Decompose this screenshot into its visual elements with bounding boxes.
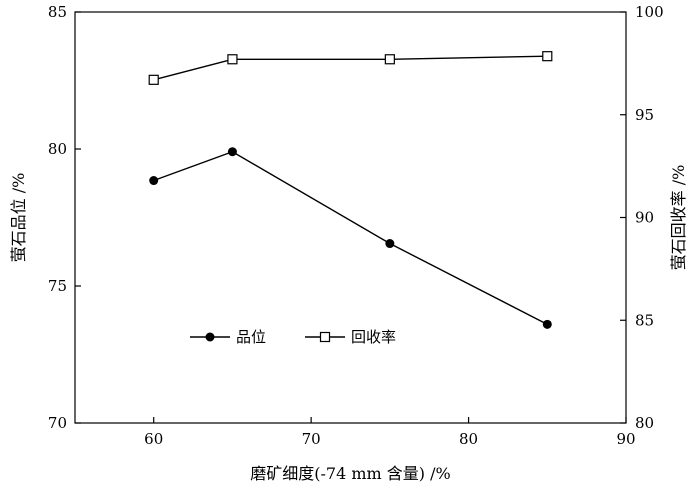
y-left-tick-label: 80 bbox=[48, 140, 67, 158]
legend-label-2: 回收率 bbox=[351, 328, 396, 346]
data-point-1 bbox=[385, 239, 395, 249]
series-layer bbox=[148, 51, 553, 329]
y-right-tick-label: 90 bbox=[635, 209, 654, 227]
y-left-axis-title: 萤石品位 /% bbox=[9, 173, 28, 263]
data-point-1 bbox=[542, 319, 552, 329]
y-left-tick-label: 75 bbox=[48, 277, 67, 295]
legend-label-1: 品位 bbox=[236, 328, 266, 346]
y-right-tick-label: 85 bbox=[635, 311, 654, 329]
data-point-1 bbox=[227, 147, 237, 157]
y-left-tick-label: 70 bbox=[48, 414, 67, 432]
x-tick-label: 60 bbox=[144, 430, 163, 448]
x-axis-title: 磨矿细度(-74 mm 含量) /% bbox=[250, 464, 450, 483]
y-right-tick-label: 100 bbox=[635, 3, 664, 21]
y-right-axis-title: 萤石回收率 /% bbox=[669, 165, 688, 271]
y-right-tick-label: 80 bbox=[635, 414, 654, 432]
legend-marker-2 bbox=[319, 331, 331, 343]
legend: 品位 回收率 bbox=[190, 328, 396, 346]
x-tick-label: 80 bbox=[459, 430, 478, 448]
x-tick-label: 90 bbox=[616, 430, 635, 448]
y-right-tick-label: 95 bbox=[635, 106, 654, 124]
x-tick-label: 70 bbox=[302, 430, 321, 448]
series-line-1 bbox=[153, 150, 548, 325]
legend-marker-1 bbox=[205, 332, 215, 342]
plot-frame bbox=[74, 11, 627, 424]
y-left-tick-label: 85 bbox=[48, 3, 67, 21]
data-point-1 bbox=[149, 176, 159, 186]
data-point-2 bbox=[542, 51, 553, 62]
data-point-2 bbox=[148, 74, 159, 85]
axes bbox=[74, 11, 627, 424]
data-point-2 bbox=[227, 54, 238, 65]
data-point-2 bbox=[384, 54, 395, 65]
series-line-2 bbox=[153, 55, 548, 81]
